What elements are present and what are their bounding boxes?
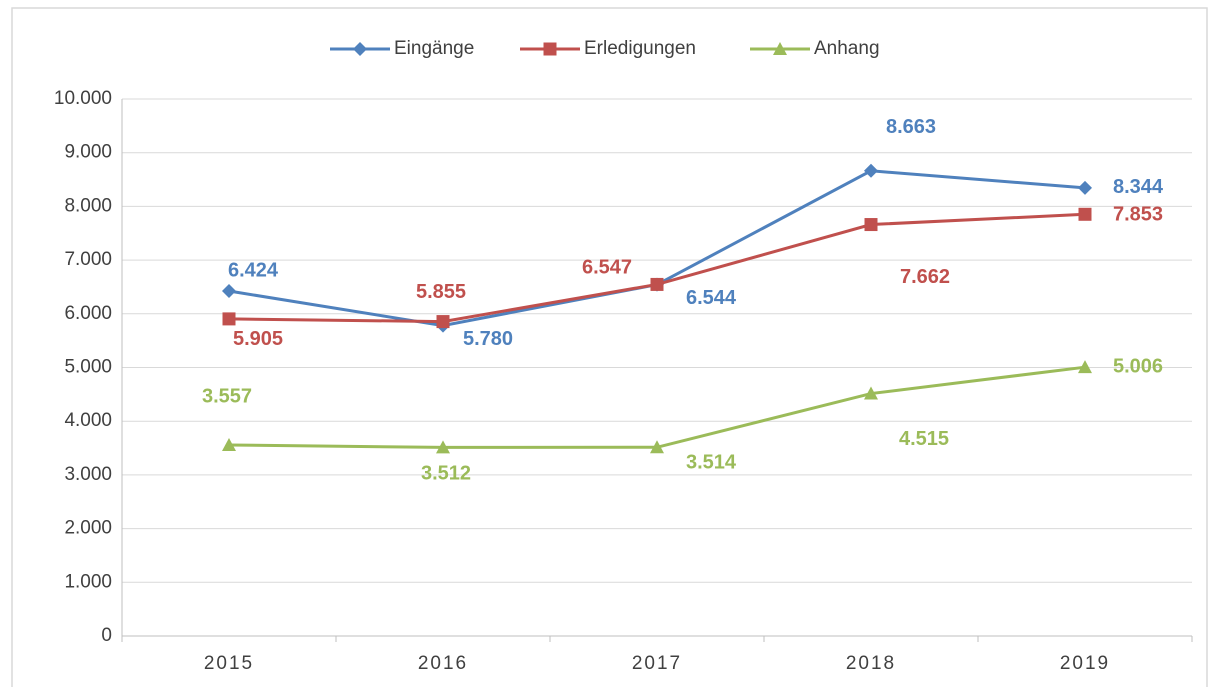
data-label: 8.344 <box>1113 176 1164 198</box>
legend-label: Erledigungen <box>584 38 696 59</box>
marker <box>864 218 878 232</box>
x-tick-label: 2018 <box>846 653 896 674</box>
marker <box>222 284 236 299</box>
y-tick-label: 5.000 <box>64 357 112 378</box>
data-label: 8.663 <box>886 116 936 138</box>
data-label: 6.544 <box>686 287 737 309</box>
data-label: 5.006 <box>1113 355 1163 377</box>
y-tick-label: 0 <box>101 625 112 646</box>
legend-marker <box>773 42 787 55</box>
data-label: 6.424 <box>228 259 279 281</box>
marker <box>864 386 878 400</box>
data-label: 5.855 <box>416 281 466 303</box>
y-tick-label: 2.000 <box>64 518 112 539</box>
marker <box>436 440 450 454</box>
data-label: 5.780 <box>463 328 513 350</box>
data-label: 7.662 <box>900 266 950 288</box>
legend-marker <box>353 42 367 56</box>
marker <box>1078 360 1092 374</box>
data-label: 7.853 <box>1113 204 1163 226</box>
marker <box>650 440 664 454</box>
y-tick-label: 3.000 <box>64 464 112 485</box>
marker <box>650 277 664 291</box>
legend-label: Eingänge <box>394 38 474 59</box>
x-tick-label: 2017 <box>632 653 682 674</box>
x-tick-label: 2015 <box>204 653 254 674</box>
data-label: 6.547 <box>582 257 632 279</box>
y-tick-label: 4.000 <box>64 410 112 431</box>
data-label: 4.515 <box>899 428 949 450</box>
y-tick-label: 10.000 <box>54 88 112 109</box>
x-tick-label: 2019 <box>1060 653 1110 674</box>
y-tick-label: 6.000 <box>64 303 112 324</box>
marker <box>864 163 878 178</box>
marker <box>436 315 450 329</box>
marker <box>222 312 236 326</box>
chart-border <box>11 7 1208 687</box>
x-tick-label: 2016 <box>418 653 468 674</box>
marker <box>222 437 236 451</box>
data-label: 3.512 <box>421 463 471 485</box>
data-label: 3.557 <box>202 385 252 407</box>
data-label: 3.514 <box>686 452 737 474</box>
y-tick-label: 1.000 <box>64 571 112 592</box>
y-tick-label: 7.000 <box>64 249 112 270</box>
data-label: 5.905 <box>233 328 283 350</box>
marker <box>1078 180 1092 195</box>
y-tick-label: 8.000 <box>64 195 112 216</box>
marker <box>1078 207 1092 221</box>
legend-label: Anhang <box>814 38 880 59</box>
y-tick-label: 9.000 <box>64 142 112 163</box>
legend-marker <box>543 42 557 56</box>
